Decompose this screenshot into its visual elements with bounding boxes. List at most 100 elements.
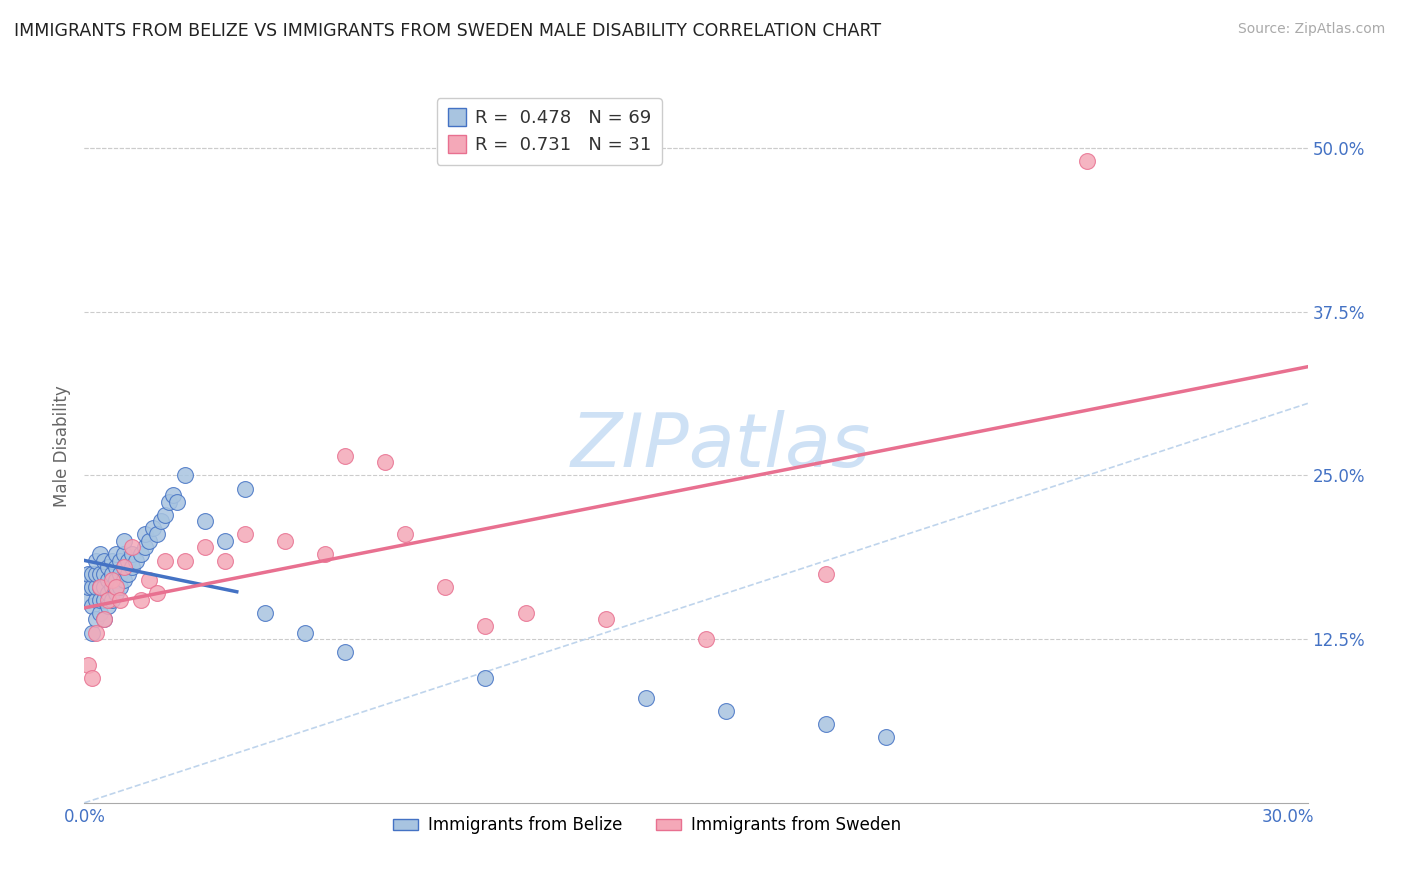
Point: [134, 541, 156, 555]
Point: [515, 606, 537, 620]
Point: [101, 592, 124, 607]
Point: [89, 580, 111, 594]
Point: [93, 592, 115, 607]
Point: [314, 547, 336, 561]
Point: [173, 553, 195, 567]
Point: [101, 580, 124, 594]
Point: [394, 527, 416, 541]
Point: [97, 592, 120, 607]
Point: [110, 553, 132, 567]
Point: [114, 533, 136, 548]
Point: [214, 533, 236, 548]
Point: [105, 586, 128, 600]
Point: [153, 508, 176, 522]
Point: [89, 580, 111, 594]
Point: [110, 592, 132, 607]
Point: [110, 580, 132, 594]
Text: Source: ZipAtlas.com: Source: ZipAtlas.com: [1237, 22, 1385, 37]
Point: [89, 592, 111, 607]
Point: [253, 606, 276, 620]
Point: [89, 606, 111, 620]
Point: [93, 553, 115, 567]
Point: [82, 625, 104, 640]
Point: [93, 612, 115, 626]
Point: [129, 547, 152, 561]
Point: [333, 449, 356, 463]
Point: [89, 566, 111, 581]
Point: [101, 553, 124, 567]
Point: [110, 566, 132, 581]
Point: [434, 580, 457, 594]
Point: [86, 625, 108, 640]
Point: [105, 560, 128, 574]
Point: [145, 527, 167, 541]
Point: [93, 612, 115, 626]
Point: [86, 580, 108, 594]
Point: [97, 560, 120, 574]
Point: [82, 566, 104, 581]
Point: [194, 541, 217, 555]
Point: [77, 592, 100, 607]
Point: [121, 547, 143, 561]
Point: [97, 599, 120, 614]
Point: [166, 494, 188, 508]
Point: [114, 560, 136, 574]
Point: [117, 553, 139, 567]
Point: [714, 704, 737, 718]
Point: [162, 488, 184, 502]
Point: [153, 553, 176, 567]
Point: [101, 573, 124, 587]
Point: [134, 527, 156, 541]
Point: [815, 566, 838, 581]
Point: [86, 566, 108, 581]
Point: [875, 731, 897, 745]
Point: [815, 717, 838, 731]
Point: [77, 566, 100, 581]
Point: [474, 672, 496, 686]
Point: [474, 619, 496, 633]
Point: [121, 541, 143, 555]
Point: [157, 494, 180, 508]
Point: [294, 625, 316, 640]
Point: [93, 566, 115, 581]
Point: [77, 580, 100, 594]
Point: [105, 580, 128, 594]
Point: [97, 573, 120, 587]
Point: [97, 586, 120, 600]
Point: [125, 553, 148, 567]
Point: [114, 573, 136, 587]
Text: IMMIGRANTS FROM BELIZE VS IMMIGRANTS FROM SWEDEN MALE DISABILITY CORRELATION CHA: IMMIGRANTS FROM BELIZE VS IMMIGRANTS FRO…: [14, 22, 882, 40]
Point: [595, 612, 617, 626]
Point: [274, 533, 297, 548]
Point: [89, 547, 111, 561]
Point: [82, 580, 104, 594]
Point: [86, 612, 108, 626]
Point: [121, 560, 143, 574]
Point: [149, 514, 172, 528]
Point: [101, 566, 124, 581]
Point: [86, 592, 108, 607]
Point: [233, 482, 256, 496]
Point: [695, 632, 717, 647]
Point: [634, 691, 657, 706]
Point: [82, 599, 104, 614]
Point: [374, 455, 396, 469]
Point: [82, 672, 104, 686]
Point: [114, 547, 136, 561]
Point: [77, 658, 100, 673]
Point: [173, 468, 195, 483]
Point: [105, 573, 128, 587]
Point: [333, 645, 356, 659]
Y-axis label: Male Disability: Male Disability: [53, 385, 72, 507]
Point: [114, 560, 136, 574]
Point: [1076, 154, 1098, 169]
Point: [194, 514, 217, 528]
Point: [129, 592, 152, 607]
Point: [138, 533, 160, 548]
Point: [214, 553, 236, 567]
Text: ZIPatlas: ZIPatlas: [571, 410, 870, 482]
Point: [93, 580, 115, 594]
Point: [145, 586, 167, 600]
Point: [233, 527, 256, 541]
Point: [86, 553, 108, 567]
